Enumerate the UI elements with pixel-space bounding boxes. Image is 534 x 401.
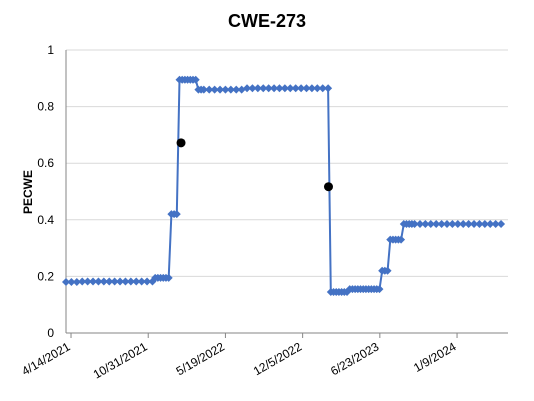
y-tick-label: 0.2 xyxy=(37,269,54,283)
x-tick-label: 6/23/2023 xyxy=(328,339,382,378)
data-point xyxy=(459,220,468,229)
data-point xyxy=(143,277,152,286)
data-point xyxy=(243,84,252,93)
data-point xyxy=(264,84,273,93)
data-point xyxy=(126,277,135,286)
data-point xyxy=(199,85,208,94)
data-point xyxy=(226,85,235,94)
x-tick-label: 4/14/2021 xyxy=(19,339,73,378)
x-tick-label: 5/19/2022 xyxy=(174,339,228,378)
data-point xyxy=(443,220,452,229)
series-group xyxy=(62,75,506,296)
data-point xyxy=(280,84,289,93)
data-point xyxy=(291,84,300,93)
data-point xyxy=(375,285,384,294)
data-point xyxy=(253,84,262,93)
data-point xyxy=(78,277,87,286)
data-point xyxy=(137,277,146,286)
highlight-point xyxy=(176,138,186,148)
data-point xyxy=(191,75,200,84)
data-point xyxy=(432,220,441,229)
data-point xyxy=(464,220,473,229)
data-point xyxy=(480,220,489,229)
y-axis-label: PECWE xyxy=(21,170,35,214)
data-point xyxy=(470,220,479,229)
data-point xyxy=(62,278,70,287)
data-point xyxy=(415,220,424,229)
x-tick-label: 10/31/2021 xyxy=(91,339,150,381)
data-point xyxy=(105,277,114,286)
data-point xyxy=(491,220,500,229)
data-point xyxy=(275,84,284,93)
data-point xyxy=(421,220,430,229)
highlight-point xyxy=(323,182,333,192)
data-point xyxy=(448,220,457,229)
data-point xyxy=(110,277,119,286)
y-tick-label: 0.8 xyxy=(37,100,54,114)
data-point xyxy=(132,277,141,286)
data-point xyxy=(453,220,462,229)
data-point xyxy=(286,84,295,93)
data-point xyxy=(232,85,241,94)
data-point xyxy=(437,220,446,229)
y-tick-label: 0.4 xyxy=(37,213,54,227)
data-point xyxy=(67,278,76,287)
gridlines xyxy=(65,49,508,334)
data-point xyxy=(99,277,108,286)
data-point xyxy=(94,277,103,286)
data-point xyxy=(302,84,311,93)
data-point xyxy=(270,84,279,93)
y-tick-label: 0 xyxy=(47,326,54,340)
data-point xyxy=(172,210,181,219)
y-tick-labels: 0 0.2 0.4 0.6 0.8 1 xyxy=(37,43,54,340)
data-point xyxy=(248,84,257,93)
x-tick-label: 1/9/2024 xyxy=(411,339,459,375)
series-line xyxy=(66,78,502,293)
data-point xyxy=(164,273,173,282)
data-point xyxy=(72,278,81,287)
data-point xyxy=(216,85,225,94)
data-point xyxy=(475,220,484,229)
data-point xyxy=(259,84,268,93)
chart-title: CWE-273 xyxy=(228,11,306,31)
data-point xyxy=(297,84,306,93)
data-point xyxy=(318,84,327,93)
x-tick-labels: 4/14/2021 10/31/2021 5/19/2022 12/5/2022 6/2… xyxy=(19,333,459,382)
highlight-points xyxy=(176,138,333,192)
data-point xyxy=(324,84,333,93)
data-point xyxy=(121,277,130,286)
data-point xyxy=(426,220,435,229)
data-point xyxy=(116,277,125,286)
data-point xyxy=(83,277,92,286)
y-tick-label: 0.6 xyxy=(37,156,54,170)
data-point xyxy=(89,277,98,286)
data-point xyxy=(497,220,506,229)
y-tick-label: 1 xyxy=(47,43,54,57)
data-point xyxy=(307,84,316,93)
data-point xyxy=(313,84,322,93)
data-point xyxy=(210,85,219,94)
data-point xyxy=(205,85,214,94)
data-point xyxy=(486,220,495,229)
data-point xyxy=(383,266,392,275)
data-point xyxy=(221,85,230,94)
data-point xyxy=(410,220,419,229)
x-tick-label: 12/5/2022 xyxy=(251,339,305,378)
data-point xyxy=(397,235,406,244)
